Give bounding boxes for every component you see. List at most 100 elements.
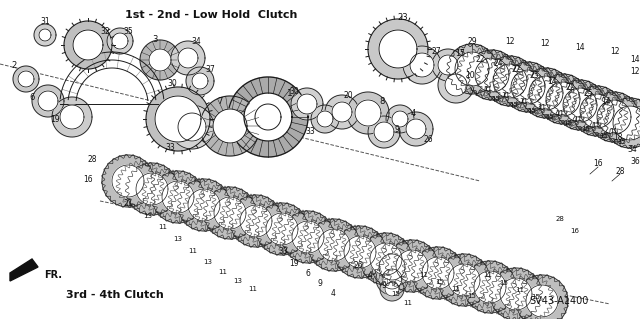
Polygon shape bbox=[399, 112, 433, 146]
Polygon shape bbox=[392, 111, 408, 127]
Text: 4: 4 bbox=[410, 109, 415, 118]
Text: 15: 15 bbox=[527, 108, 536, 114]
Text: 13: 13 bbox=[204, 259, 212, 265]
Text: 11: 11 bbox=[451, 286, 461, 292]
Polygon shape bbox=[200, 96, 260, 156]
Polygon shape bbox=[344, 236, 376, 268]
Text: 16: 16 bbox=[570, 228, 579, 234]
Polygon shape bbox=[297, 94, 317, 114]
Text: 11: 11 bbox=[556, 110, 564, 116]
Text: 7: 7 bbox=[218, 97, 223, 106]
Text: 15: 15 bbox=[500, 280, 508, 286]
Text: 15: 15 bbox=[600, 133, 609, 139]
Text: 21: 21 bbox=[124, 199, 132, 209]
Polygon shape bbox=[311, 105, 339, 133]
Polygon shape bbox=[372, 247, 412, 287]
Text: 2: 2 bbox=[12, 62, 17, 70]
Text: 1st - 2nd - Low Hold  Clutch: 1st - 2nd - Low Hold Clutch bbox=[125, 10, 298, 19]
Polygon shape bbox=[432, 49, 464, 81]
Polygon shape bbox=[438, 55, 458, 75]
Text: 10: 10 bbox=[465, 71, 475, 80]
Text: 11: 11 bbox=[483, 86, 493, 92]
Polygon shape bbox=[386, 240, 438, 292]
Polygon shape bbox=[13, 66, 39, 92]
Polygon shape bbox=[39, 29, 51, 41]
Polygon shape bbox=[516, 275, 568, 319]
Polygon shape bbox=[162, 181, 194, 213]
Polygon shape bbox=[112, 33, 128, 49]
Polygon shape bbox=[38, 91, 58, 111]
Text: 18: 18 bbox=[613, 132, 623, 142]
Polygon shape bbox=[475, 58, 509, 92]
Polygon shape bbox=[572, 86, 622, 136]
Text: 15: 15 bbox=[492, 96, 500, 102]
Text: 15: 15 bbox=[509, 102, 518, 108]
Polygon shape bbox=[214, 197, 246, 229]
Text: 20: 20 bbox=[343, 92, 353, 100]
Text: 11: 11 bbox=[609, 128, 618, 134]
Polygon shape bbox=[580, 94, 614, 128]
Polygon shape bbox=[152, 171, 204, 223]
Text: 6: 6 bbox=[305, 269, 310, 278]
Text: 11: 11 bbox=[515, 287, 525, 293]
Polygon shape bbox=[213, 109, 247, 143]
Polygon shape bbox=[60, 105, 84, 129]
Polygon shape bbox=[244, 93, 292, 141]
Polygon shape bbox=[485, 56, 535, 106]
Polygon shape bbox=[374, 122, 394, 142]
Polygon shape bbox=[334, 226, 386, 278]
Polygon shape bbox=[360, 233, 412, 285]
Polygon shape bbox=[140, 40, 180, 80]
Text: 28: 28 bbox=[615, 167, 625, 175]
Text: 11: 11 bbox=[483, 272, 493, 278]
Polygon shape bbox=[149, 49, 171, 71]
Text: 15: 15 bbox=[468, 293, 476, 299]
Polygon shape bbox=[474, 271, 506, 303]
Text: 33: 33 bbox=[165, 143, 175, 152]
Polygon shape bbox=[73, 30, 103, 60]
Polygon shape bbox=[503, 62, 553, 112]
Polygon shape bbox=[282, 211, 334, 263]
Polygon shape bbox=[382, 269, 402, 289]
Polygon shape bbox=[255, 104, 281, 130]
Text: 12: 12 bbox=[630, 66, 640, 76]
Text: 11: 11 bbox=[502, 92, 511, 98]
Text: 4: 4 bbox=[367, 271, 372, 280]
Text: 15: 15 bbox=[582, 126, 591, 132]
Text: 15: 15 bbox=[618, 139, 627, 145]
Polygon shape bbox=[146, 87, 210, 151]
Text: 34: 34 bbox=[191, 36, 201, 46]
Polygon shape bbox=[34, 24, 56, 46]
Polygon shape bbox=[10, 259, 38, 281]
Text: 22: 22 bbox=[511, 65, 521, 75]
Text: 6: 6 bbox=[29, 93, 35, 101]
Text: 12: 12 bbox=[611, 47, 620, 56]
Polygon shape bbox=[448, 264, 480, 296]
Text: 15: 15 bbox=[532, 294, 540, 300]
Polygon shape bbox=[32, 85, 64, 117]
Text: 11: 11 bbox=[189, 248, 198, 254]
Polygon shape bbox=[445, 74, 467, 96]
Text: 14: 14 bbox=[630, 55, 640, 63]
Polygon shape bbox=[18, 71, 34, 87]
Polygon shape bbox=[112, 165, 144, 197]
Polygon shape bbox=[526, 285, 558, 317]
Polygon shape bbox=[589, 92, 639, 142]
Polygon shape bbox=[493, 64, 527, 98]
Text: 33: 33 bbox=[278, 248, 288, 256]
Polygon shape bbox=[385, 282, 399, 296]
Polygon shape bbox=[266, 213, 298, 245]
Text: 22: 22 bbox=[565, 84, 575, 93]
Polygon shape bbox=[325, 95, 359, 129]
Text: FR.: FR. bbox=[44, 270, 62, 280]
Text: 26: 26 bbox=[423, 136, 433, 145]
Text: 28: 28 bbox=[87, 154, 97, 164]
Polygon shape bbox=[379, 30, 417, 68]
Text: 12: 12 bbox=[540, 40, 550, 48]
Text: 31: 31 bbox=[40, 18, 50, 26]
Polygon shape bbox=[379, 254, 405, 280]
Text: 26: 26 bbox=[353, 262, 363, 271]
Polygon shape bbox=[102, 155, 154, 207]
Polygon shape bbox=[292, 221, 324, 253]
Text: 36: 36 bbox=[630, 158, 640, 167]
